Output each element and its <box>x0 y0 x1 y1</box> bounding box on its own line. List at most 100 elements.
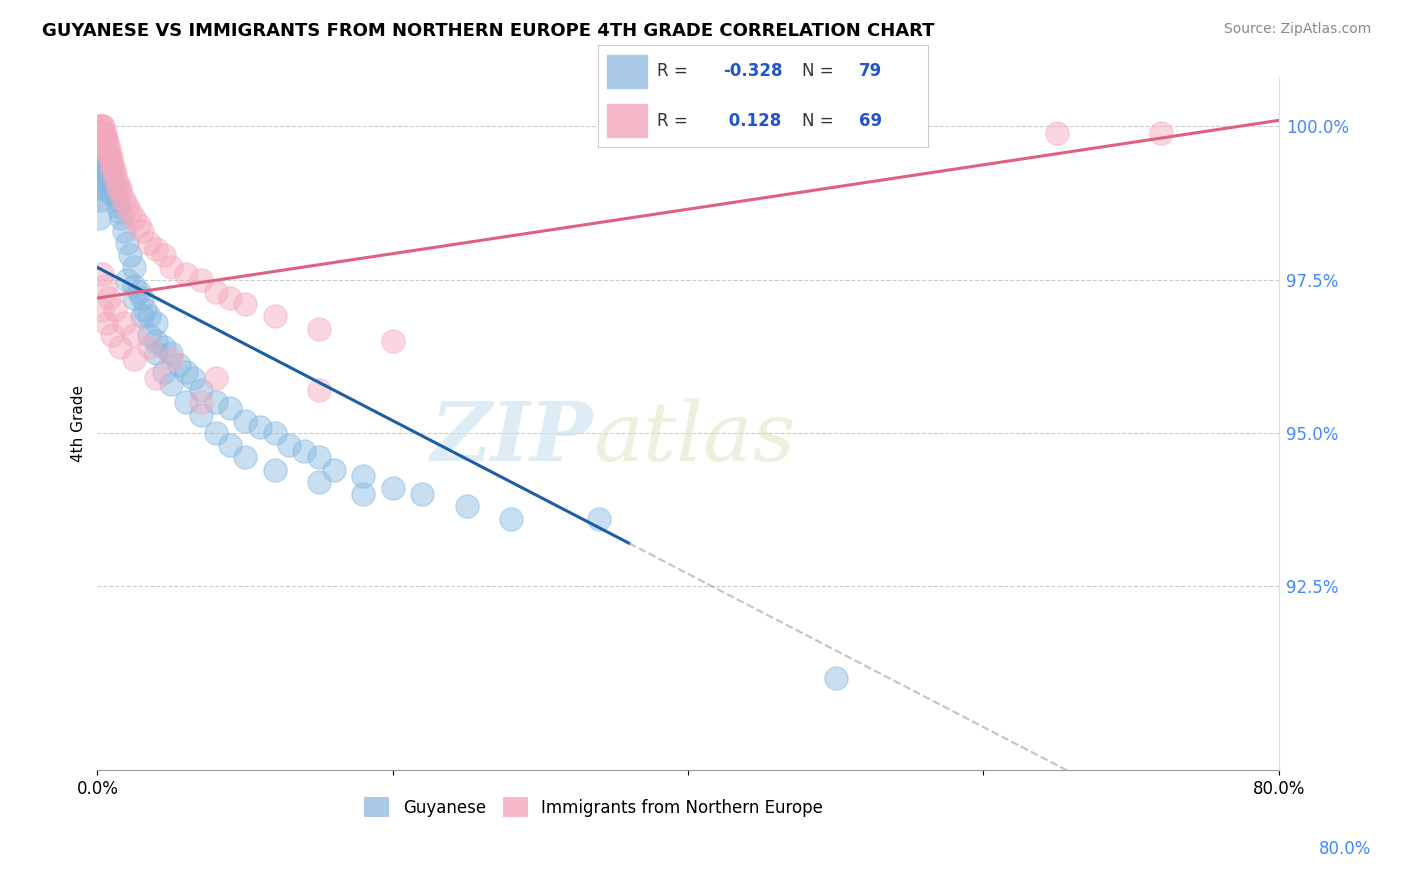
Point <box>124 211 146 226</box>
Point <box>89 193 111 207</box>
Point <box>381 334 404 348</box>
Point <box>93 132 115 146</box>
Point <box>97 144 120 158</box>
Point <box>105 193 128 207</box>
Point <box>263 425 285 440</box>
Point <box>108 180 131 194</box>
Point <box>167 359 190 373</box>
Point <box>108 340 131 354</box>
Point <box>90 126 112 140</box>
Y-axis label: 4th Grade: 4th Grade <box>72 385 86 462</box>
Point <box>118 248 141 262</box>
Point <box>89 162 111 177</box>
Point <box>90 126 112 140</box>
Point <box>107 180 129 194</box>
Point <box>93 137 115 152</box>
Text: N =: N = <box>803 62 839 80</box>
Point <box>190 395 212 409</box>
Point <box>308 322 330 336</box>
Point <box>87 150 110 164</box>
Point <box>128 218 150 232</box>
Point <box>98 175 121 189</box>
Point <box>96 316 118 330</box>
Point <box>112 224 135 238</box>
Point <box>101 327 124 342</box>
Text: atlas: atlas <box>593 398 796 477</box>
Point <box>91 132 114 146</box>
Point <box>98 291 121 305</box>
Point <box>105 175 128 189</box>
Point <box>204 285 226 299</box>
Point <box>160 352 183 367</box>
Point <box>153 340 176 354</box>
Point <box>1150 126 1173 140</box>
Point <box>190 273 212 287</box>
Point <box>128 285 150 299</box>
Point <box>249 419 271 434</box>
Point <box>145 316 167 330</box>
Point <box>90 303 112 318</box>
Point <box>100 150 122 164</box>
Point <box>138 327 160 342</box>
Point <box>233 450 256 465</box>
Point <box>89 132 111 146</box>
Point <box>204 370 226 384</box>
Point <box>183 370 205 384</box>
Point <box>103 175 125 189</box>
Point <box>219 291 242 305</box>
Point <box>104 303 127 318</box>
Point <box>96 132 118 146</box>
Point <box>160 346 183 360</box>
Text: N =: N = <box>803 112 839 129</box>
Point <box>131 291 153 305</box>
Point <box>97 150 120 164</box>
FancyBboxPatch shape <box>607 55 647 87</box>
Legend: Guyanese, Immigrants from Northern Europe: Guyanese, Immigrants from Northern Europ… <box>357 790 830 824</box>
Text: 69: 69 <box>859 112 882 129</box>
Point <box>322 463 344 477</box>
Point <box>96 137 118 152</box>
Point <box>112 316 135 330</box>
Point <box>153 365 176 379</box>
Point <box>87 137 110 152</box>
Point <box>456 500 478 514</box>
Point <box>118 205 141 219</box>
Point <box>160 376 183 391</box>
Point <box>190 383 212 397</box>
Point <box>87 211 110 226</box>
Point <box>101 162 124 177</box>
Point <box>89 120 111 134</box>
Point <box>131 224 153 238</box>
Point <box>124 327 146 342</box>
Point <box>145 346 167 360</box>
Point <box>90 144 112 158</box>
Point <box>219 401 242 416</box>
Text: ZIP: ZIP <box>432 398 593 477</box>
Point <box>96 162 118 177</box>
Point <box>97 169 120 183</box>
Point <box>174 395 197 409</box>
Point <box>97 137 120 152</box>
Point <box>89 126 111 140</box>
Point <box>138 235 160 250</box>
Point <box>98 150 121 164</box>
Point <box>138 310 160 324</box>
Point <box>93 132 115 146</box>
Point <box>110 211 132 226</box>
Point <box>204 395 226 409</box>
Point <box>278 438 301 452</box>
Text: R =: R = <box>657 112 693 129</box>
Point <box>93 126 115 140</box>
Text: 80.0%: 80.0% <box>1319 840 1371 858</box>
Text: GUYANESE VS IMMIGRANTS FROM NORTHERN EUROPE 4TH GRADE CORRELATION CHART: GUYANESE VS IMMIGRANTS FROM NORTHERN EUR… <box>42 22 935 40</box>
Point <box>104 180 127 194</box>
Point <box>381 481 404 495</box>
Text: 79: 79 <box>859 62 882 80</box>
Point <box>91 120 114 134</box>
Point <box>190 408 212 422</box>
Point <box>87 126 110 140</box>
Point <box>499 512 522 526</box>
Point <box>93 150 115 164</box>
Point <box>90 132 112 146</box>
Point <box>100 162 122 177</box>
